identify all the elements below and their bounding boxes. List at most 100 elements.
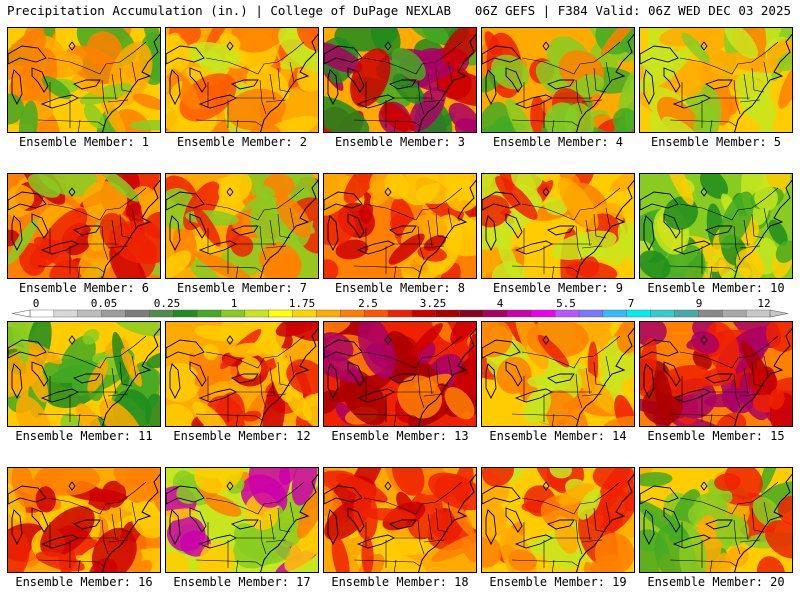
precip-map-graphic bbox=[166, 468, 318, 572]
precip-contour bbox=[357, 322, 396, 379]
state-border bbox=[119, 507, 133, 533]
precip-contour bbox=[616, 322, 634, 354]
colorbar-min-arrow bbox=[11, 309, 31, 318]
state-border bbox=[353, 265, 421, 273]
state-border bbox=[605, 61, 611, 83]
great-lake-outline bbox=[166, 339, 205, 359]
state-border bbox=[423, 99, 445, 103]
precip-contour bbox=[15, 395, 53, 426]
great-lake-outline bbox=[8, 485, 47, 505]
precip-contour bbox=[110, 322, 160, 337]
great-lake-outline bbox=[640, 485, 679, 505]
state-border bbox=[427, 513, 433, 541]
precip-contour bbox=[113, 468, 158, 489]
state-border bbox=[37, 413, 105, 421]
precip-contour bbox=[428, 472, 476, 511]
precip-contour bbox=[495, 176, 538, 220]
colorbar-swatch bbox=[650, 309, 676, 318]
ensemble-member-label: Ensemble Member: 10 bbox=[647, 281, 785, 295]
colorbar-swatch bbox=[626, 309, 652, 318]
colorbar-swatch bbox=[77, 309, 103, 318]
precip-contour bbox=[450, 322, 476, 344]
great-lake-outline bbox=[189, 507, 207, 533]
precip-contour bbox=[655, 370, 674, 426]
precip-contour bbox=[166, 67, 201, 110]
state-border bbox=[107, 539, 129, 543]
state-border bbox=[265, 539, 287, 543]
great-lake-outline bbox=[704, 373, 733, 384]
great-lake-outline bbox=[166, 191, 205, 211]
precip-contour bbox=[661, 244, 706, 278]
state-border bbox=[575, 519, 583, 555]
precip-map-graphic bbox=[640, 322, 792, 426]
state-border bbox=[521, 481, 621, 515]
precip-contour bbox=[11, 468, 35, 508]
precip-contour bbox=[594, 532, 634, 572]
state-border bbox=[131, 501, 137, 523]
state-border bbox=[417, 225, 425, 261]
great-lake-outline bbox=[8, 191, 47, 211]
precip-contour bbox=[612, 108, 634, 132]
colorbar-swatch bbox=[292, 309, 317, 318]
state-border bbox=[205, 41, 305, 75]
precip-contour bbox=[324, 203, 356, 246]
colorbar-swatch bbox=[340, 309, 365, 318]
ensemble-member-panel: Ensemble Member: 4 bbox=[481, 27, 635, 155]
precip-contour bbox=[460, 371, 476, 395]
great-lake-outline bbox=[11, 69, 23, 106]
ensemble-member-label: Ensemble Member: 5 bbox=[650, 135, 782, 149]
state-border bbox=[743, 367, 749, 395]
ensemble-member-panel: Ensemble Member: 16 bbox=[7, 467, 161, 595]
colorbar-swatch bbox=[507, 309, 532, 318]
colorbar-swatch bbox=[602, 309, 628, 318]
state-border bbox=[277, 507, 291, 533]
precip-contour bbox=[99, 399, 145, 426]
precip-contour bbox=[444, 387, 475, 420]
precip-contour bbox=[716, 52, 783, 73]
state-border bbox=[107, 245, 129, 249]
precip-contour bbox=[572, 74, 605, 98]
state-border bbox=[259, 373, 267, 409]
colorbar-swatch bbox=[149, 309, 174, 318]
great-lake-outline bbox=[640, 45, 679, 65]
state-border bbox=[669, 119, 737, 127]
ensemble-member-panel: Ensemble Member: 5 bbox=[639, 27, 793, 155]
ensemble-member-label: Ensemble Member: 13 bbox=[331, 429, 469, 443]
state-border bbox=[417, 373, 425, 409]
great-lake-outline bbox=[347, 361, 365, 387]
state-border bbox=[259, 79, 267, 115]
precip-contour bbox=[221, 322, 281, 346]
precip-map bbox=[639, 321, 793, 427]
colorbar-swatch bbox=[53, 309, 79, 318]
state-border bbox=[605, 355, 611, 377]
state-border bbox=[101, 373, 109, 409]
location-marker bbox=[542, 41, 550, 51]
ensemble-member-panel: Ensemble Member: 9 bbox=[481, 173, 635, 301]
precip-contour bbox=[431, 531, 476, 562]
state-border bbox=[743, 513, 749, 541]
precip-contour bbox=[726, 95, 739, 116]
precip-contour bbox=[324, 346, 363, 383]
location-marker bbox=[68, 41, 76, 51]
colorbar-swatch bbox=[125, 309, 150, 318]
precip-contour bbox=[227, 88, 286, 131]
great-lake-outline bbox=[482, 339, 521, 359]
great-lake-outline bbox=[11, 509, 23, 546]
colorbar-tick-label: 0.25 bbox=[153, 297, 181, 310]
precip-contour bbox=[549, 468, 572, 479]
precip-map bbox=[165, 321, 319, 427]
precip-contour bbox=[408, 86, 446, 132]
great-lake-outline bbox=[388, 373, 417, 384]
state-border bbox=[751, 507, 765, 533]
precip-contour bbox=[551, 230, 617, 260]
great-lake-outline bbox=[546, 519, 575, 530]
state-border bbox=[763, 501, 769, 523]
precip-contour bbox=[777, 52, 792, 72]
great-lake-outline bbox=[31, 67, 49, 93]
precip-contour bbox=[482, 101, 513, 132]
precip-map bbox=[639, 27, 793, 133]
state-border bbox=[447, 355, 453, 377]
state-border bbox=[101, 79, 109, 115]
precip-contour bbox=[640, 468, 659, 488]
great-lake-outline bbox=[166, 45, 205, 65]
